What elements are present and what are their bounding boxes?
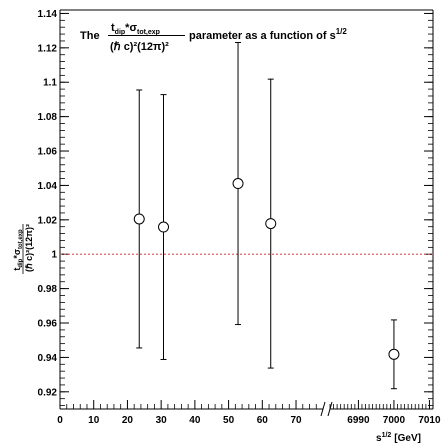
x-tick-label: 6990 — [347, 415, 370, 426]
title-prefix: The — [80, 30, 100, 42]
y-axis-title: tdip*σtot,exp (ℏ c)²(12π)² — [12, 224, 34, 274]
data-point — [388, 319, 400, 390]
axis-break-mark-left — [320, 401, 326, 417]
y-tick-label: 1.06 — [38, 147, 58, 158]
x-tick-label: 0 — [57, 415, 63, 426]
x-tick-label: 30 — [156, 415, 168, 426]
data-marker — [158, 221, 170, 233]
x-axis-title: s1/2 [GeV] — [376, 432, 421, 444]
data-marker — [133, 213, 145, 225]
x-tick-label: 10 — [88, 415, 100, 426]
x-tick-label: 40 — [189, 415, 201, 426]
x-tick-label: 7000 — [383, 415, 406, 426]
data-marker — [232, 178, 244, 190]
data-point — [232, 42, 244, 326]
title-suffix: parameter as a function of s1/2 — [189, 27, 347, 42]
y-tick-label: 1.14 — [38, 9, 58, 20]
chart-title: The tdip*σtot,exp (ℏ c)²(12π)² parameter… — [80, 22, 347, 53]
data-point — [158, 94, 170, 360]
x-tick-label: 20 — [122, 415, 134, 426]
y-tick-label: 1.1 — [43, 78, 57, 89]
ylabel-denominator: (ℏ c)²(12π)² — [24, 224, 34, 272]
y-tick-label: 1.02 — [38, 215, 58, 226]
data-marker — [388, 348, 400, 360]
y-tick-label: 1 — [51, 250, 57, 261]
plot-frame — [59, 9, 434, 417]
axes: 0.92 0.94 0.96 0.98 1 1.02 1.04 1.06 1.08 1.1 1.12… — [38, 9, 441, 426]
x-tick-label: 7010 — [418, 415, 441, 426]
y-tick-label: 0.94 — [38, 353, 58, 364]
title-denominator: (ℏ c)²(12π)² — [110, 41, 169, 53]
data-points-group — [133, 42, 400, 390]
y-tick-label: 1.08 — [38, 112, 58, 123]
x-tick-label: 60 — [257, 415, 269, 426]
title-numerator: tdip*σtot,exp — [111, 22, 160, 36]
ylabel-numerator: tdip*σtot,exp — [12, 229, 24, 271]
data-marker — [265, 218, 277, 230]
y-tick-label: 1.04 — [38, 181, 58, 192]
y-tick-label: 0.96 — [38, 319, 58, 330]
x-tick-label: 70 — [290, 415, 302, 426]
y-tick-label: 0.92 — [38, 387, 58, 398]
data-point — [133, 89, 145, 349]
x-tick-label: 50 — [223, 415, 235, 426]
y-tick-label: 1.12 — [38, 43, 58, 54]
data-point — [265, 78, 277, 369]
y-tick-label: 0.98 — [38, 284, 58, 295]
